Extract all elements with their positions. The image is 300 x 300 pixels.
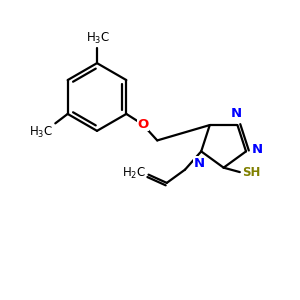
Text: H$_3$C: H$_3$C <box>29 125 53 140</box>
Text: N: N <box>230 107 242 120</box>
Text: N: N <box>251 143 262 156</box>
Text: O: O <box>137 118 149 131</box>
Text: H$_2$C: H$_2$C <box>122 166 146 181</box>
Text: H$_3$C: H$_3$C <box>86 31 110 46</box>
Text: N: N <box>193 157 204 170</box>
Text: SH: SH <box>242 166 260 178</box>
